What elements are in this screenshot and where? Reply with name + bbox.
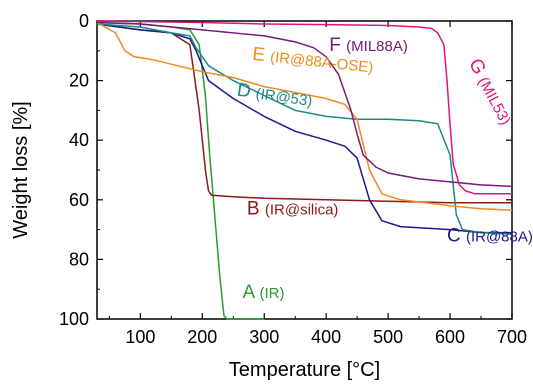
y-tick-label: 80: [69, 249, 89, 269]
y-tick-label: 40: [69, 130, 89, 150]
series-label-g: G (MIL53): [464, 55, 516, 128]
x-tick-label: 700: [497, 327, 527, 347]
series-lines: [96, 20, 513, 320]
y-tick-label: 0: [79, 11, 89, 31]
series-labels: A (IR)B (IR@silica)C (IR@88A)D (IR@53)E …: [236, 35, 533, 303]
series-label-c: C (IR@88A): [447, 226, 533, 247]
y-tick-label: 100: [59, 309, 89, 329]
x-tick-label: 500: [373, 327, 403, 347]
y-tick-label: 60: [69, 190, 89, 210]
x-axis-title: Temperature [°C]: [229, 359, 380, 381]
y-axis-title: Weight loss [%]: [10, 101, 32, 238]
y-tick-label: 20: [69, 71, 89, 91]
x-tick-label: 400: [311, 327, 341, 347]
series-line-e: [96, 21, 513, 211]
series-label-f: F (MIL88A): [329, 35, 408, 56]
x-tick-label: 300: [249, 327, 279, 347]
chart-axes: 100 200 300 400 500 600 700 0 20 40 60 80 100: [59, 11, 527, 347]
series-line-c: [96, 23, 512, 234]
x-tick-label: 100: [125, 327, 155, 347]
series-line-f: [96, 21, 513, 188]
x-tick-label: 200: [187, 327, 217, 347]
series-label-a: A (IR): [243, 282, 285, 303]
series-line-g: [96, 20, 512, 195]
series-line-b: [96, 23, 512, 204]
series-line-d: [96, 23, 513, 235]
series-label-b: B (IR@silica): [247, 199, 339, 220]
x-tick-label: 600: [435, 327, 465, 347]
